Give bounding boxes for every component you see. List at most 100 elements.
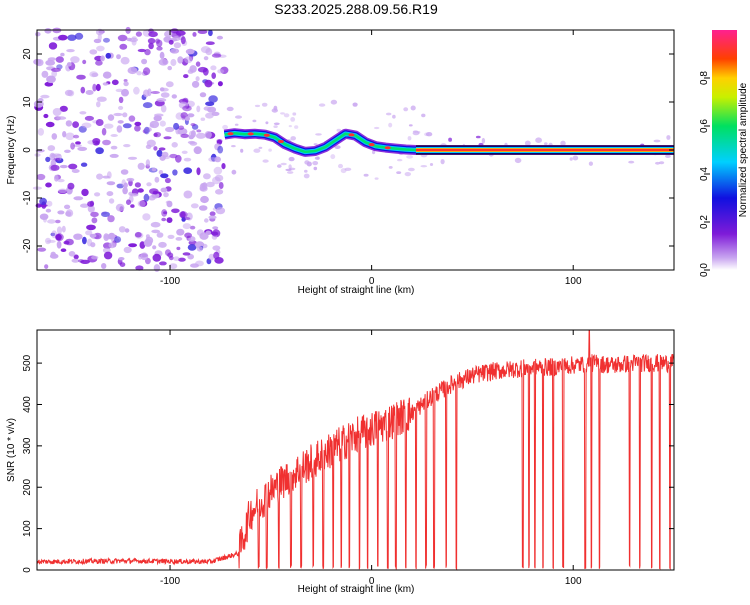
noise-blob [183, 74, 189, 79]
noise-blob [183, 167, 193, 174]
noise-blob [55, 56, 64, 63]
noise-blob [71, 258, 80, 263]
noise-blob [330, 154, 336, 160]
noise-blob [206, 181, 215, 188]
noise-blob [56, 116, 67, 120]
noise-blob [65, 132, 75, 141]
noise-blob [92, 83, 97, 92]
noise-blob [47, 57, 57, 61]
noise-blob [352, 102, 358, 107]
noise-blob [114, 236, 122, 243]
noise-blob [176, 228, 185, 236]
noise-blob [54, 174, 59, 182]
noise-blob [140, 252, 149, 261]
noise-blob [197, 29, 208, 34]
noise-blob [209, 211, 216, 217]
noise-blob [143, 193, 150, 202]
noise-blob [172, 36, 181, 42]
noise-blob [189, 225, 196, 230]
noise-blob [159, 87, 165, 92]
noise-blob [71, 169, 80, 173]
noise-blob [338, 163, 343, 169]
noise-blob [49, 253, 59, 259]
noise-blob [96, 101, 101, 108]
noise-blob [195, 260, 204, 267]
noise-blob [50, 164, 60, 171]
noise-blob [166, 200, 173, 208]
noise-blob [116, 54, 121, 60]
noise-blob [316, 156, 320, 160]
noise-blob [403, 107, 409, 112]
noise-blob [475, 135, 481, 139]
noise-blob [153, 264, 161, 272]
noise-blob [126, 177, 135, 182]
noise-blob [168, 255, 174, 261]
noise-blob [150, 91, 160, 94]
noise-blob [142, 102, 153, 109]
noise-blob [388, 122, 393, 128]
noise-blob [108, 242, 116, 249]
noise-blob [187, 253, 194, 260]
noise-blob [212, 245, 221, 251]
noise-blob [196, 129, 202, 133]
noise-blob [481, 137, 486, 144]
noise-blob [190, 123, 196, 127]
noise-blob [182, 223, 192, 230]
noise-blob [122, 186, 128, 195]
noise-blob [106, 171, 112, 179]
noise-blob [273, 125, 278, 128]
noise-blob [408, 124, 413, 127]
noise-blob [110, 134, 118, 137]
noise-blob [117, 34, 128, 42]
noise-blob [180, 133, 189, 138]
noise-blob [195, 61, 201, 67]
noise-blob [185, 48, 195, 55]
noise-blob [41, 70, 49, 78]
noise-blob [156, 232, 164, 238]
noise-blob [137, 200, 146, 207]
noise-blob [123, 79, 128, 82]
noise-blob [312, 161, 319, 166]
noise-blob [152, 190, 159, 195]
noise-blob [80, 203, 89, 208]
noise-blob [183, 157, 192, 162]
signal-trace [223, 128, 674, 157]
noise-blob [90, 211, 99, 218]
noise-blob [65, 211, 72, 217]
noise-blob [39, 197, 47, 205]
noise-blob [185, 116, 190, 121]
noise-blob [196, 105, 201, 113]
noise-blob [216, 35, 223, 40]
noise-blob [204, 218, 209, 223]
noise-blob [137, 48, 147, 53]
noise-blob [121, 179, 126, 187]
noise-blob [129, 193, 139, 197]
noise-blob [95, 83, 101, 92]
spectrogram-x-ticks: -100 0 100 [160, 30, 582, 287]
noise-blob [89, 71, 98, 78]
noise-blob [58, 188, 68, 194]
noise-blob [100, 55, 105, 62]
colorbar-ticks: 0.0 0.2 0.4 0.6 0.8 [699, 71, 710, 277]
noise-blob [159, 120, 166, 127]
noise-blob [148, 28, 154, 33]
noise-blob [145, 159, 151, 167]
noise-blob [73, 144, 82, 148]
noise-blob [280, 162, 287, 166]
noise-blob [334, 145, 341, 150]
stable-line-red [415, 148, 674, 152]
noise-region [32, 26, 672, 272]
noise-blob [203, 106, 211, 111]
noise-blob [123, 246, 132, 254]
spectrogram-y-label: Frequency (Hz) [6, 116, 17, 185]
noise-blob [127, 66, 138, 75]
noise-blob [57, 178, 65, 183]
noise-blob [103, 37, 110, 43]
noise-blob [146, 182, 152, 187]
noise-blob [103, 233, 110, 242]
noise-blob [62, 131, 67, 138]
noise-blob [59, 105, 68, 112]
noise-blob [410, 105, 416, 111]
noise-blob [187, 113, 195, 118]
